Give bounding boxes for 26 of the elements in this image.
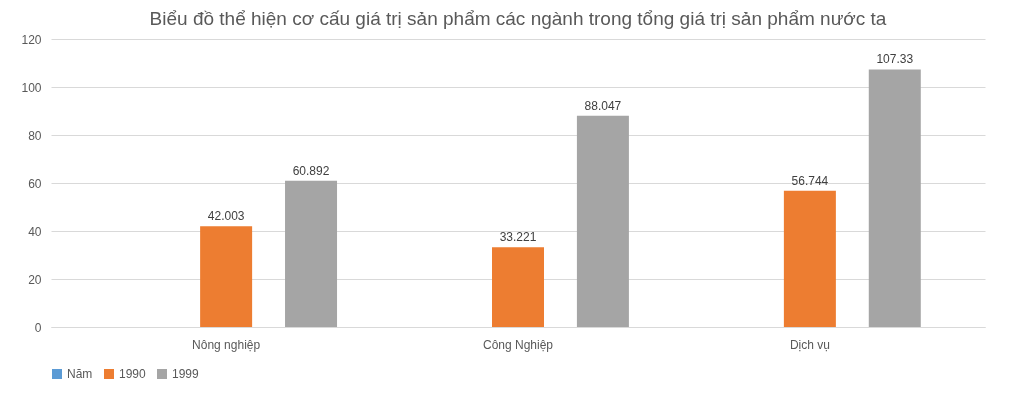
data-label: 56.744 — [791, 173, 829, 188]
y-tick-label: 60 — [28, 176, 42, 191]
data-label: 33.221 — [499, 230, 537, 245]
bar — [576, 115, 629, 327]
x-tick-label: Nông nghiệp — [192, 337, 261, 352]
data-label: 88.047 — [584, 98, 622, 113]
legend-label: Năm — [67, 367, 93, 381]
bar — [200, 226, 253, 327]
bar — [492, 247, 544, 327]
y-tick-label: 120 — [21, 32, 42, 47]
y-tick-label: 80 — [28, 128, 42, 143]
data-label: 42.003 — [207, 209, 245, 224]
x-tick-label: Dịch vụ — [789, 337, 830, 352]
y-tick-label: 40 — [28, 224, 42, 239]
chart-title: Biểu đồ thể hiện cơ cấu giá trị sản phẩm các ngành trong tổng giá trị sản phẩm nước ta — [149, 8, 887, 29]
bar — [868, 69, 921, 327]
legend-label: 1990 — [119, 367, 147, 381]
y-tick-label: 20 — [28, 272, 42, 287]
y-tick-label: 0 — [34, 320, 42, 335]
data-label: 107.33 — [876, 52, 914, 67]
bar — [783, 190, 836, 327]
legend-label: 1999 — [172, 367, 200, 381]
y-tick-label: 100 — [21, 80, 42, 95]
data-label: 60.892 — [292, 163, 330, 178]
x-tick-label: Công Nghiệp — [482, 337, 554, 352]
bar — [285, 180, 338, 327]
